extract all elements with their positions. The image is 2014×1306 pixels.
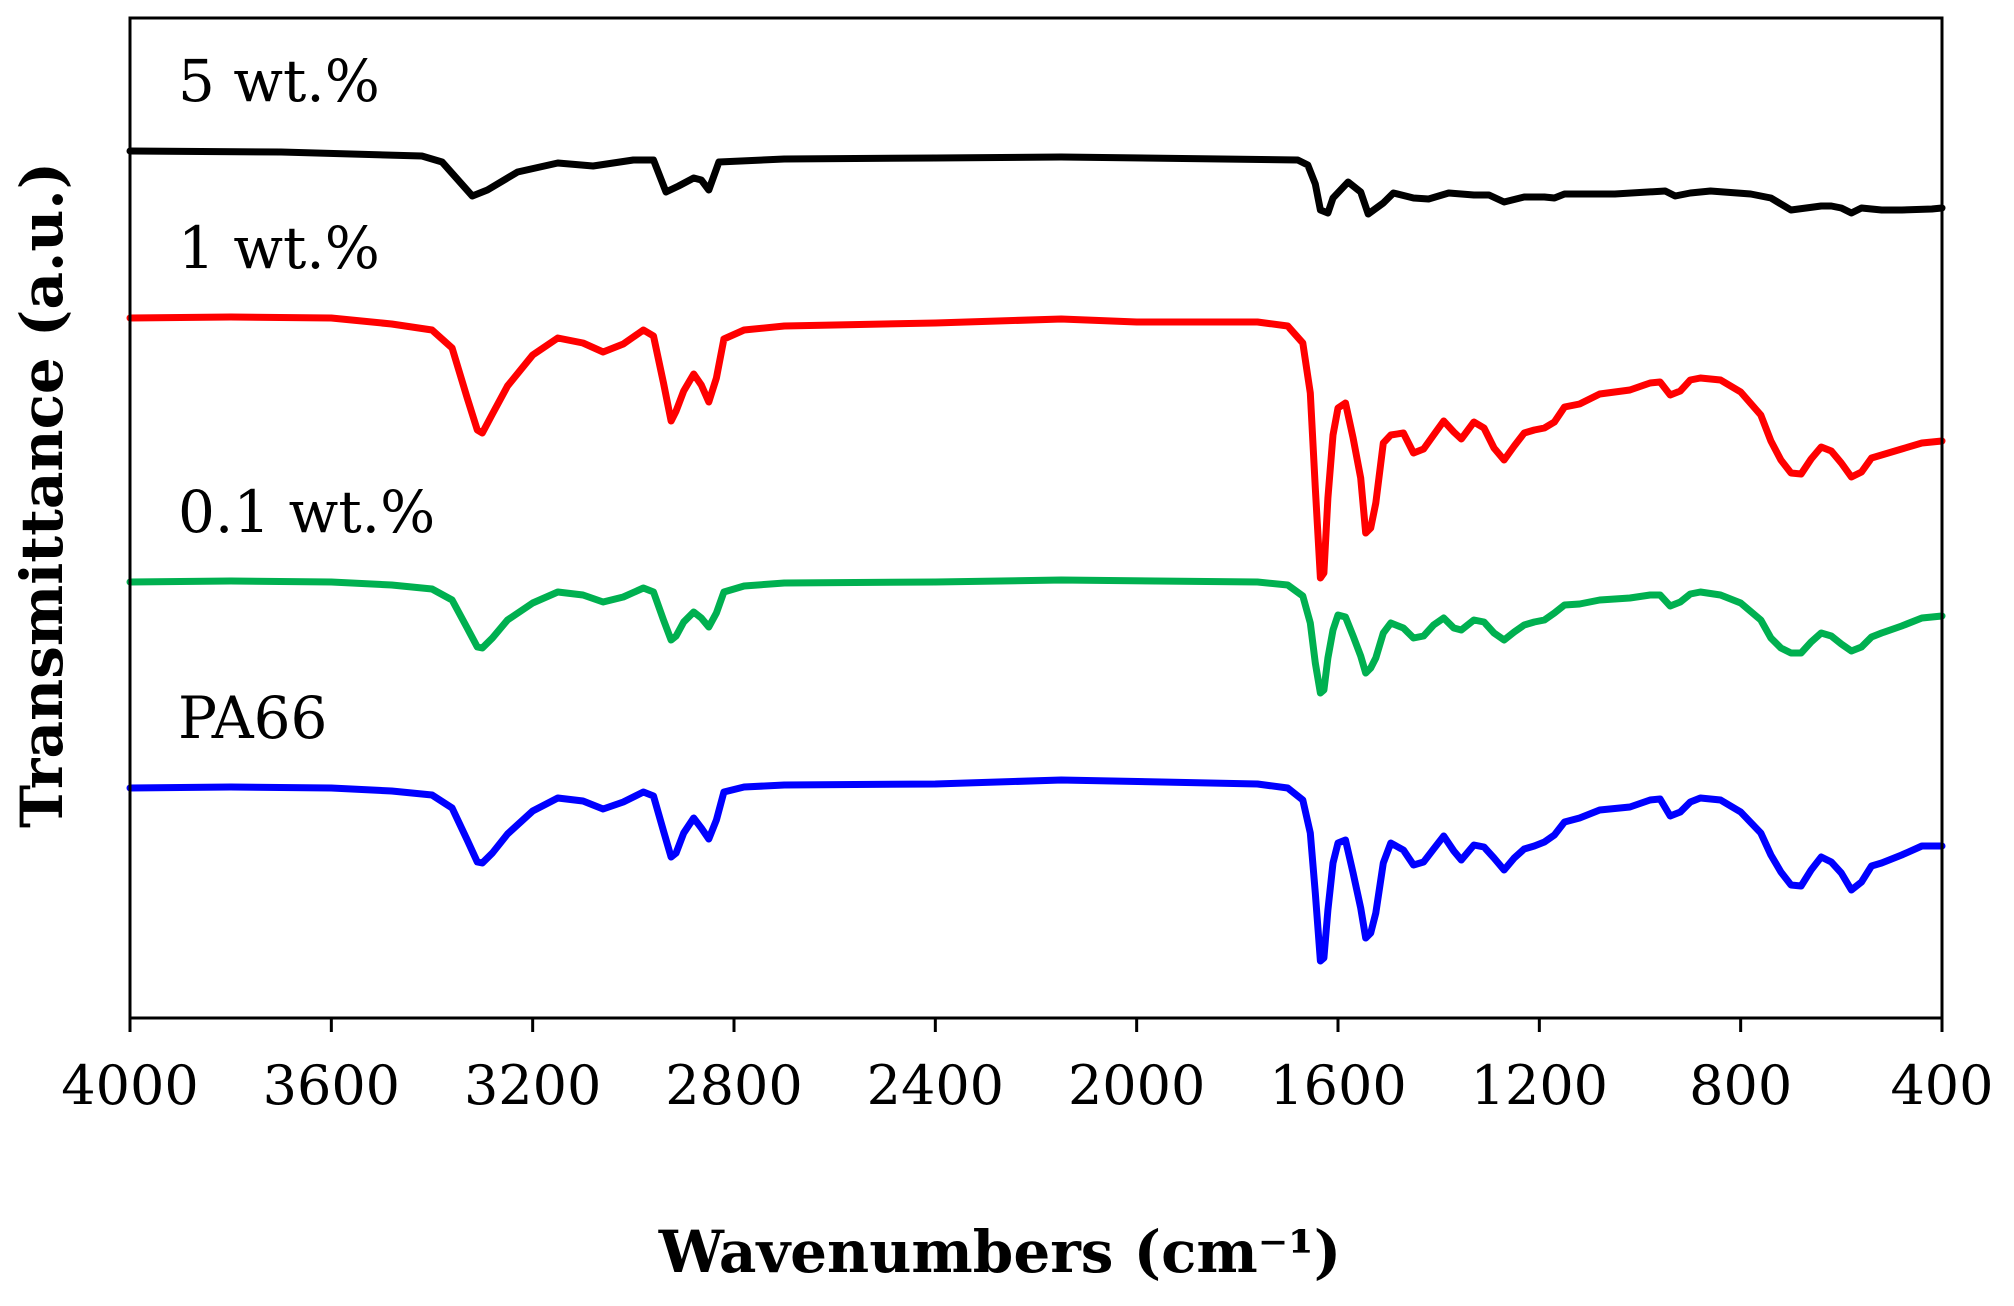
- plot-frame: [128, 16, 1944, 1020]
- x-tick-label-0: 4000: [61, 1054, 198, 1117]
- x-tick-label-6: 1600: [1269, 1054, 1406, 1117]
- x-tick-label-4: 2400: [867, 1054, 1004, 1117]
- series-line-0: [126, 147, 1946, 218]
- x-tick-label-2: 3200: [464, 1054, 601, 1117]
- series-label-0: 5 wt.%: [178, 47, 380, 115]
- x-tick-label-3: 2800: [665, 1054, 802, 1117]
- series-line-2: [126, 576, 1946, 697]
- series-label-layer: 5 wt.% 1 wt.% 0.1 wt.% PA66: [178, 47, 435, 752]
- series-line-1: [126, 313, 1946, 582]
- x-tick-label-8: 800: [1689, 1054, 1792, 1117]
- series-line-3: [126, 776, 1946, 965]
- x-tick-label-1: 3600: [263, 1054, 400, 1117]
- axis-layer: 4000 3600 3200 2800 2400 2000 1600 1200 800 400: [61, 16, 1994, 1117]
- x-axis-title: Wavenumbers (cm⁻¹): [658, 1218, 1341, 1286]
- x-tick-label-9: 400: [1890, 1054, 1993, 1117]
- series-label-2: 0.1 wt.%: [178, 478, 435, 546]
- series-label-1: 1 wt.%: [178, 214, 380, 282]
- series-layer: [126, 147, 1946, 965]
- x-tick-label-7: 1200: [1471, 1054, 1608, 1117]
- y-axis-title: Transmittance (a.u.): [8, 162, 76, 828]
- series-label-3: PA66: [178, 684, 327, 752]
- x-tick-label-5: 2000: [1068, 1054, 1205, 1117]
